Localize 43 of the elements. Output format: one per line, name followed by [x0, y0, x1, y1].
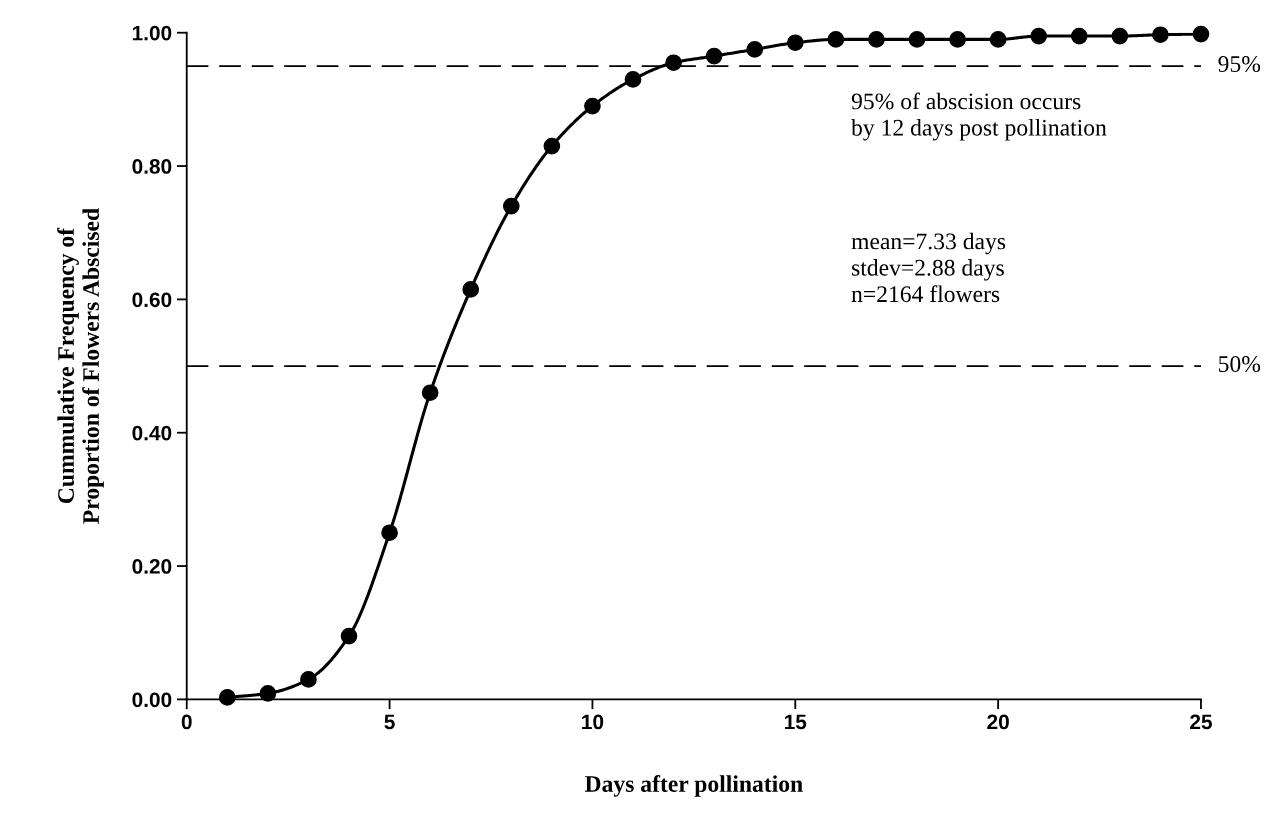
ref-line-label: 50% [1219, 356, 1261, 373]
point [259, 685, 277, 702]
point [340, 627, 358, 645]
point [218, 689, 236, 706]
point [949, 31, 966, 48]
x-tick-label: 0 [181, 714, 192, 730]
point [300, 671, 317, 688]
y-tick-label: 0.80 [132, 159, 172, 174]
annotation: 95% of abscision occurs by 12 days post pollination [851, 92, 1107, 141]
y-tick-label: 0.40 [132, 425, 172, 441]
point [786, 34, 804, 52]
point [1152, 26, 1169, 44]
point [665, 54, 682, 72]
point [462, 281, 480, 298]
point [1111, 27, 1129, 45]
point [584, 97, 601, 115]
point [543, 137, 561, 155]
point [381, 524, 398, 542]
y-tick-label: 0.00 [132, 692, 172, 708]
annotation: mean=7.33 days stdev=2.88 days n=2164 flowers [851, 232, 1006, 303]
point [989, 31, 1007, 48]
point [1030, 27, 1048, 45]
point [624, 71, 642, 88]
x-tick-label: 20 [987, 714, 1009, 730]
ref-line-label: 95% [1218, 56, 1261, 73]
y-axis-title: Cummulative Frequency of Proportion of Flowers Abscised [57, 208, 104, 524]
point [827, 31, 845, 48]
point [868, 31, 885, 48]
point [908, 31, 926, 48]
point [1192, 25, 1210, 43]
point [1070, 27, 1088, 45]
point [705, 47, 723, 65]
x-tick-label: 15 [785, 714, 807, 730]
y-tick-label: 0.20 [132, 559, 172, 574]
x-tick-label: 25 [1190, 714, 1212, 730]
y-tick-label: 1.00 [132, 25, 172, 41]
point [502, 197, 520, 215]
y-tick-label: 0.60 [132, 292, 172, 308]
point [421, 384, 439, 402]
x-tick-label: 10 [582, 714, 604, 730]
x-tick-label: 5 [384, 714, 395, 730]
x-axis-title: Days after pollination [584, 775, 803, 797]
point [746, 41, 764, 58]
